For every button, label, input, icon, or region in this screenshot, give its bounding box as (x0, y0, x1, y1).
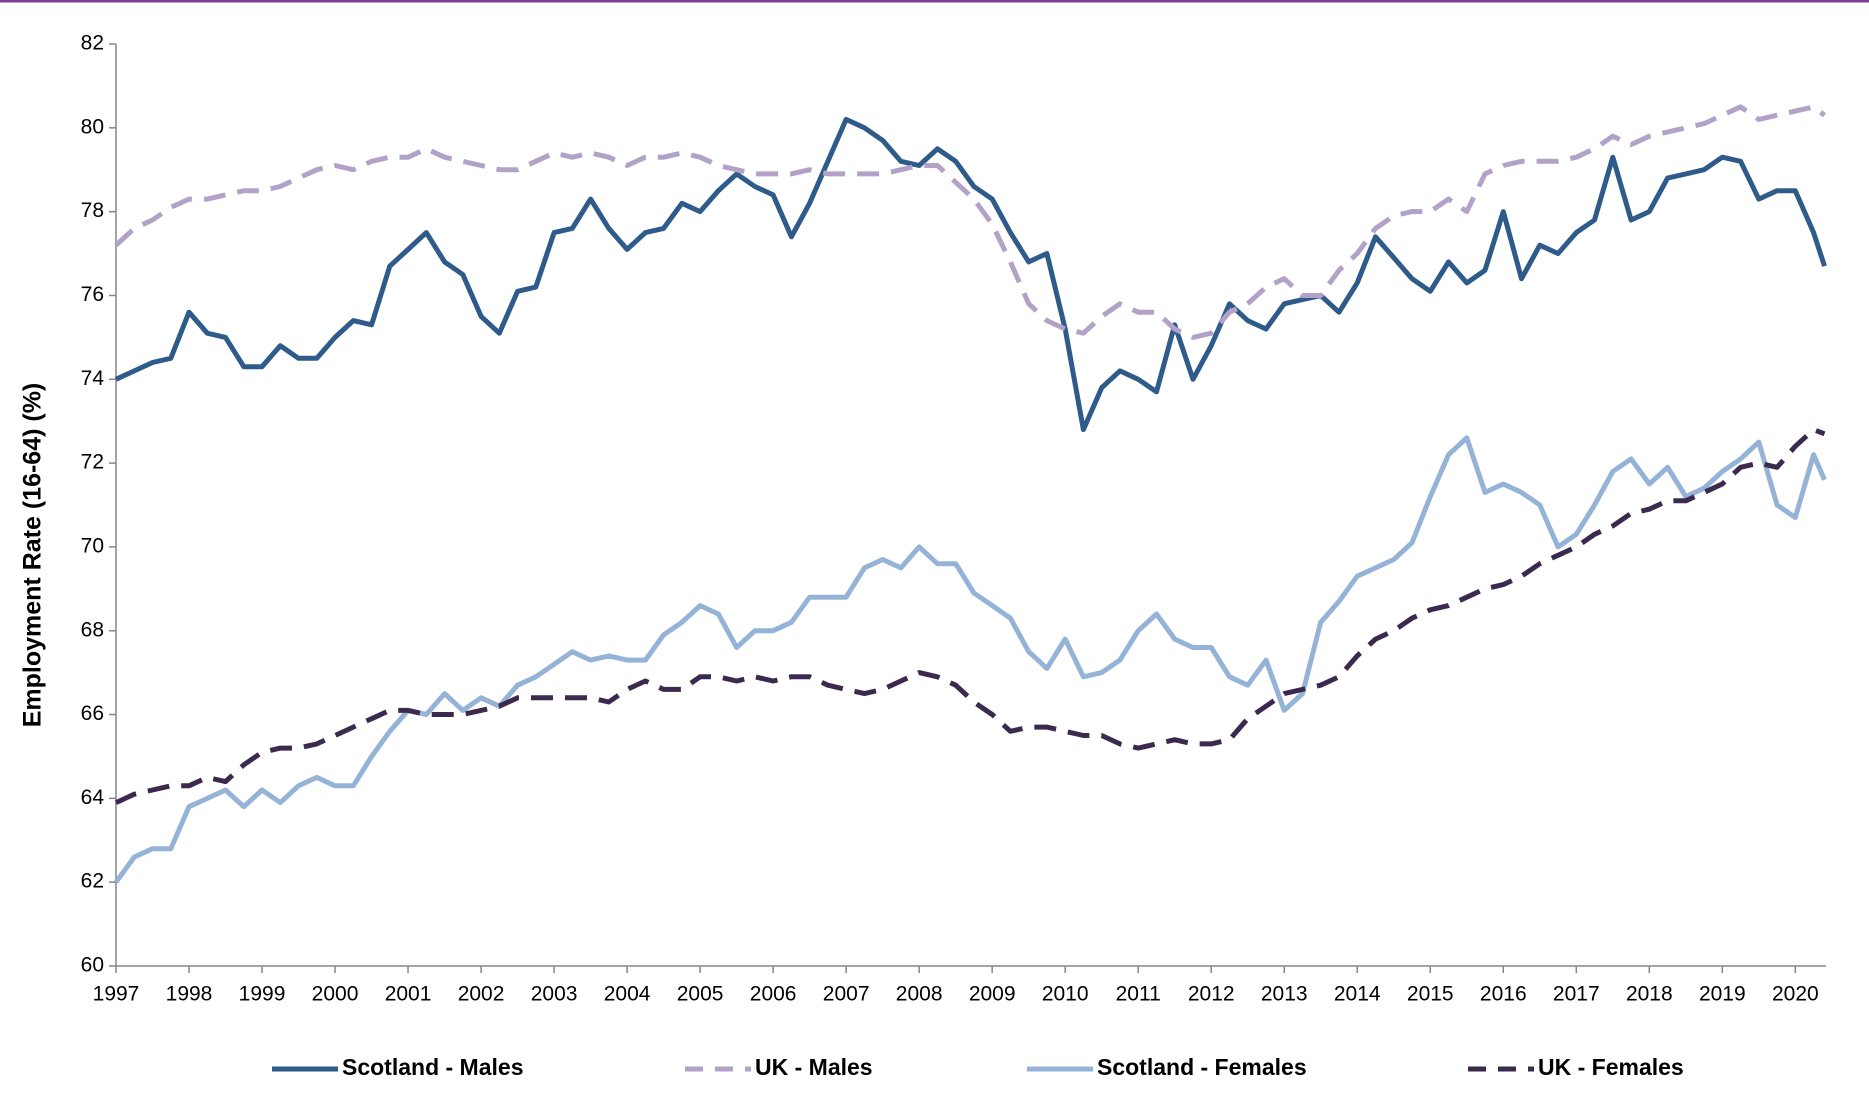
x-tick-label: 2008 (896, 983, 943, 1006)
legend-label: Scotland - Males (342, 1054, 523, 1080)
legend-label: Scotland - Females (1097, 1054, 1307, 1080)
series-line (114, 116, 1827, 433)
y-tick-label: 64 (81, 786, 105, 809)
x-tick-label: 1999 (239, 983, 286, 1006)
y-tick-label: 82 (81, 32, 104, 55)
y-tick-label: 66 (81, 702, 104, 725)
x-tick-label: 1998 (166, 983, 213, 1006)
x-tick-label: 2004 (604, 983, 651, 1006)
x-tick-label: 2019 (1699, 983, 1746, 1006)
y-tick-label: 72 (81, 451, 104, 474)
x-tick-label: 2001 (385, 983, 432, 1006)
x-tick-label: 2017 (1553, 983, 1600, 1006)
x-tick-label: 2006 (750, 983, 797, 1006)
x-tick-label: 1997 (93, 983, 140, 1006)
x-tick-label: 2020 (1772, 983, 1819, 1006)
y-tick-label: 74 (81, 367, 105, 390)
series-line (114, 104, 1827, 340)
x-tick-label: 2011 (1116, 983, 1161, 1006)
x-tick-label: 2003 (531, 983, 578, 1006)
y-tick-label: 60 (81, 954, 104, 977)
x-tick-label: 2012 (1188, 983, 1235, 1006)
x-tick-label: 2018 (1626, 983, 1673, 1006)
x-tick-label: 2009 (969, 983, 1016, 1006)
x-tick-label: 2014 (1334, 983, 1381, 1006)
y-tick-label: 80 (81, 115, 104, 138)
x-tick-label: 2015 (1407, 983, 1454, 1006)
x-tick-label: 2010 (1042, 983, 1089, 1006)
x-tick-label: 2007 (823, 983, 870, 1006)
y-tick-label: 70 (81, 534, 104, 557)
y-tick-label: 68 (81, 618, 104, 641)
legend-label: UK - Males (755, 1054, 873, 1080)
x-tick-label: 2005 (677, 983, 724, 1006)
x-tick-label: 2016 (1480, 983, 1527, 1006)
x-tick-label: 2000 (312, 983, 359, 1006)
y-tick-label: 78 (81, 199, 104, 222)
x-tick-label: 2002 (458, 983, 505, 1006)
series-line (114, 427, 1826, 805)
legend-label: UK - Females (1538, 1054, 1684, 1080)
y-axis-label: Employment Rate (16-64) (%) (19, 383, 47, 728)
y-tick-label: 62 (81, 870, 104, 893)
x-tick-label: 2013 (1261, 983, 1308, 1006)
series-line (113, 435, 1827, 884)
y-tick-label: 76 (81, 283, 104, 306)
